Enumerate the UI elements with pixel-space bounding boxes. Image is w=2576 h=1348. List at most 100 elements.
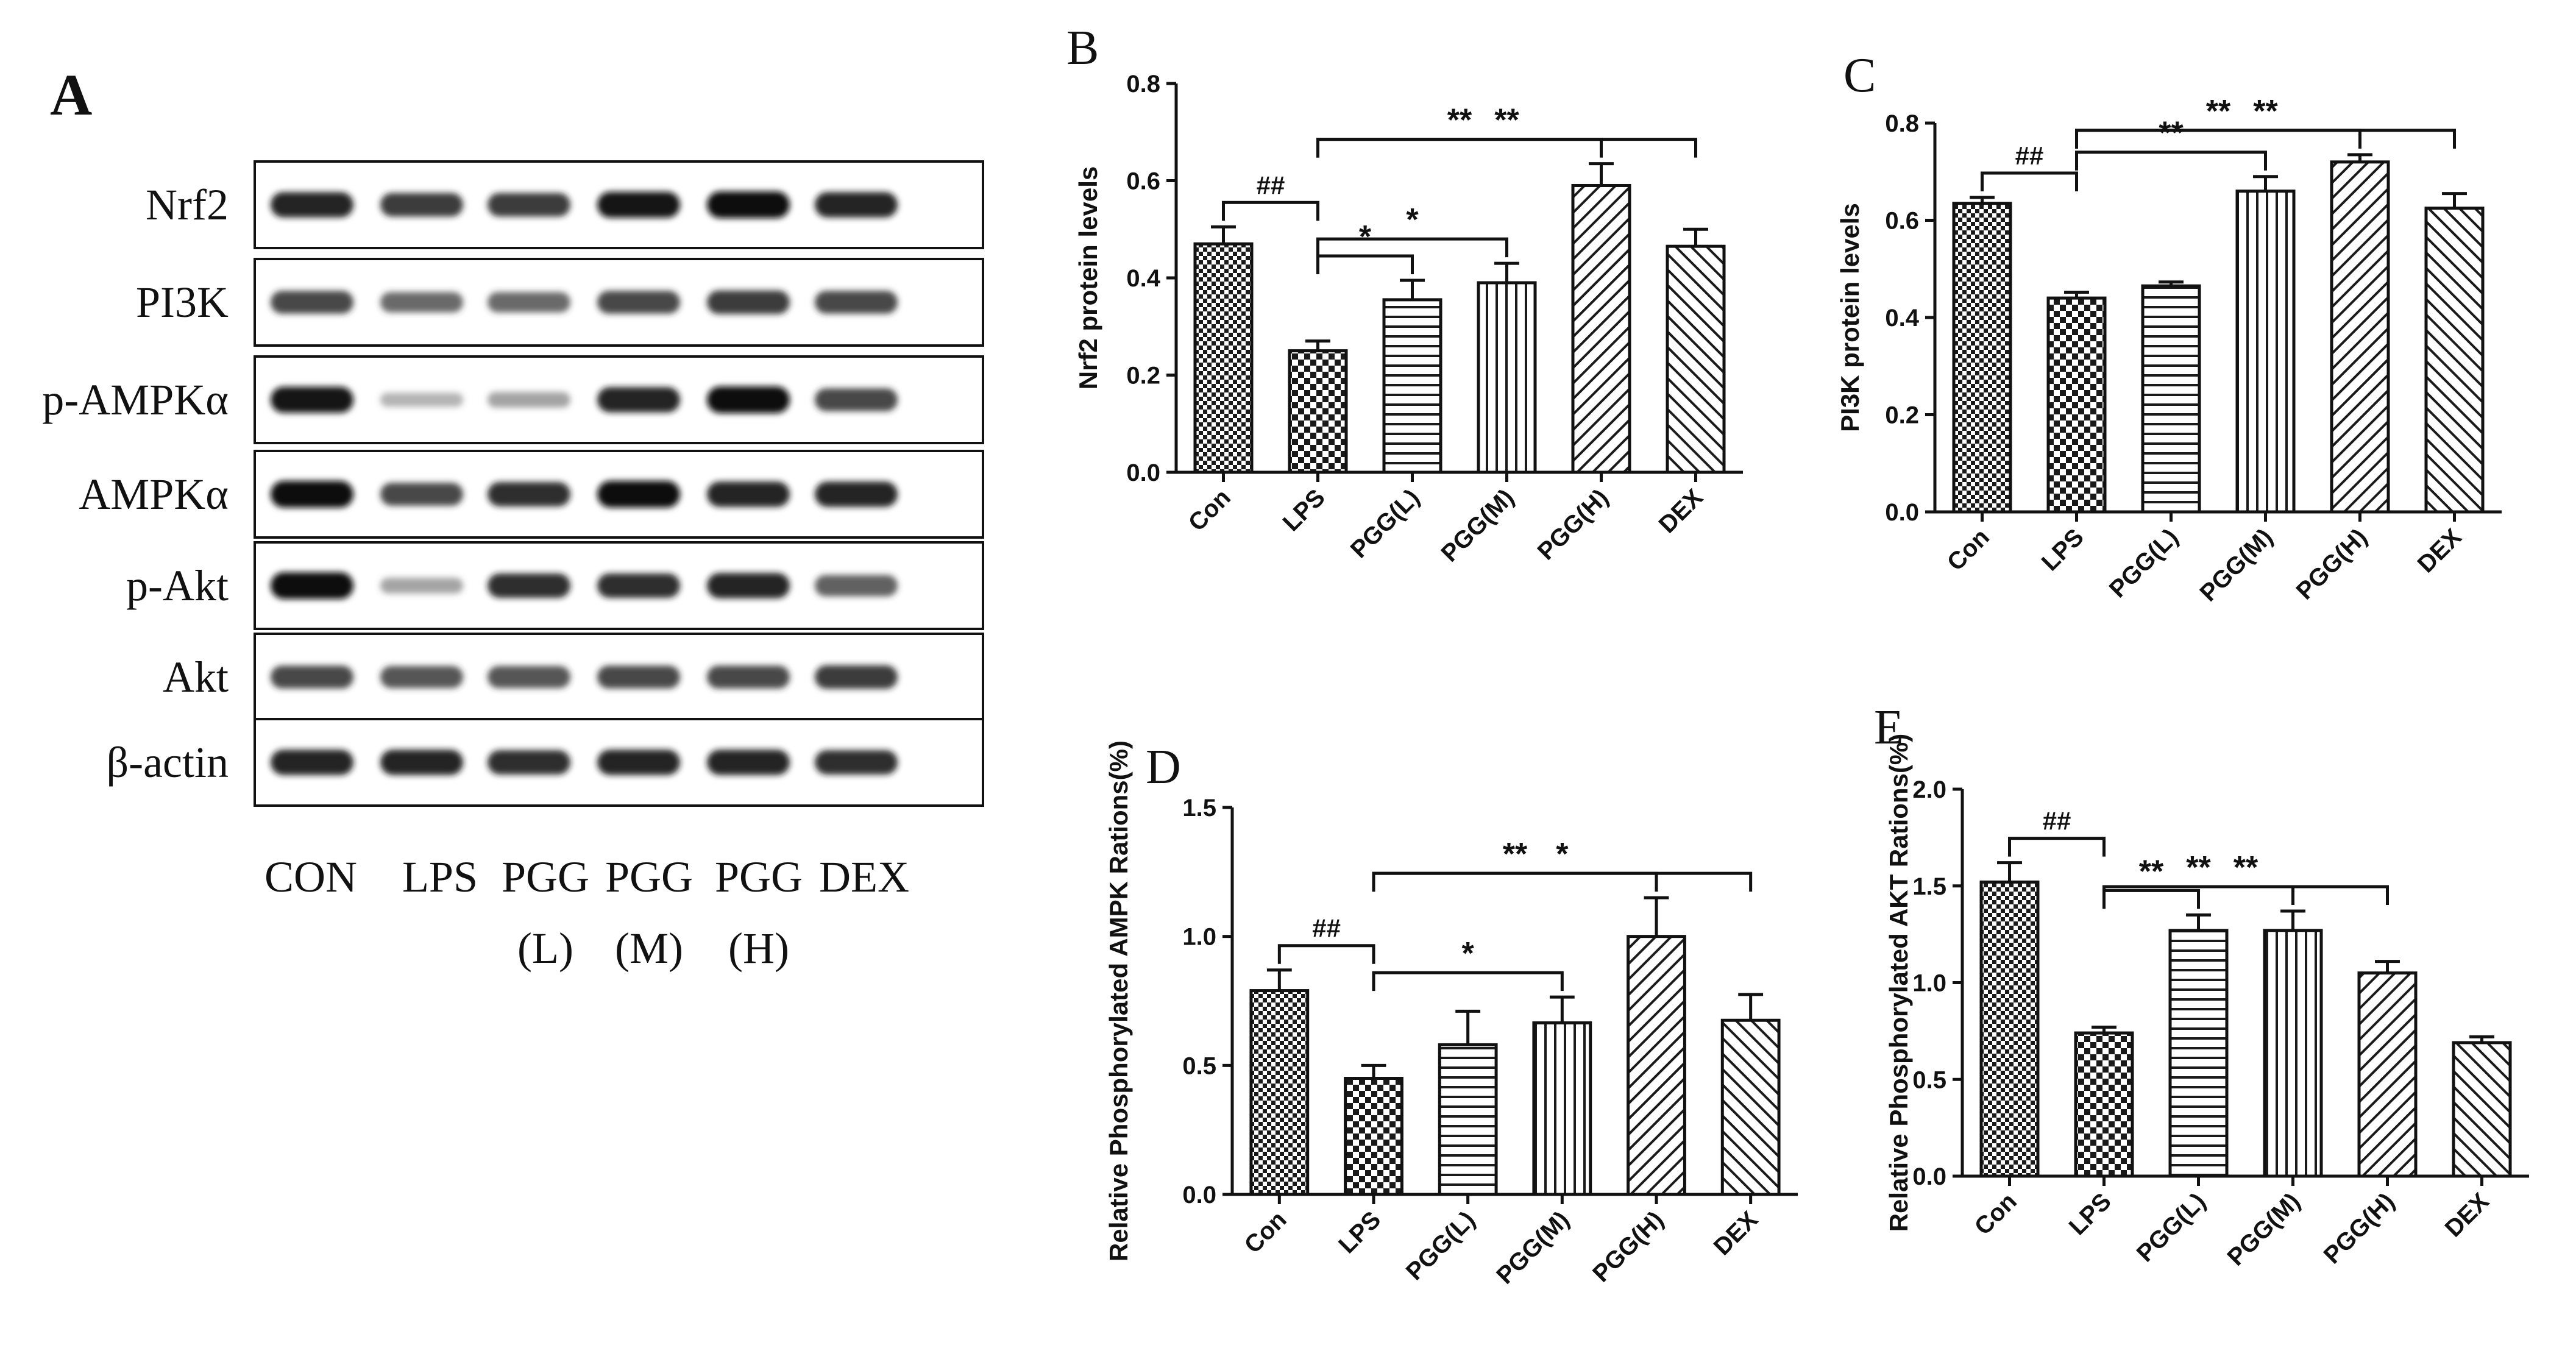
blot-band [597, 750, 680, 775]
blot-band [380, 483, 463, 506]
blot-band [271, 291, 353, 314]
blot-band [815, 481, 898, 507]
y-tick-label: 0.2 [1126, 363, 1160, 389]
x-tick-label: Con [1240, 1206, 1292, 1258]
lane-label: LPS [402, 853, 478, 901]
blot-band [380, 750, 463, 775]
bar-pggm [1477, 281, 1537, 474]
y-tick-label: 2.0 [1912, 776, 1946, 803]
significance-bracket [2075, 151, 2267, 171]
x-tick-label: Con [1942, 523, 1995, 576]
lane-label-dose: (H) [728, 924, 789, 973]
significance-bracket [2075, 129, 2456, 149]
blot-band [488, 292, 570, 313]
x-tick-label: PGG(M) [2222, 1188, 2305, 1271]
y-tick-label: 0.0 [1885, 499, 1919, 526]
y-tick-label: 0.0 [1912, 1163, 1946, 1190]
blot-band [488, 573, 570, 598]
significance-bracket [2102, 885, 2389, 906]
bar-con [1979, 880, 2040, 1178]
blot-band [380, 292, 463, 313]
blot-band [597, 665, 680, 689]
panel-letter: D [1146, 740, 1181, 794]
bar-pggm [2235, 190, 2296, 514]
x-tick-label: LPS [1278, 484, 1330, 536]
blot-row-label: β-actin [106, 738, 229, 787]
lane-label: PGG [715, 853, 803, 901]
x-tick-label: PGG(M) [1436, 484, 1519, 567]
bar-lps [1344, 1077, 1403, 1196]
significance-bracket [1277, 944, 1375, 964]
y-axis-label: Relative Phosphorylated AKT Rations(%) [1884, 734, 1913, 1232]
x-tick-label: LPS [1333, 1206, 1386, 1258]
x-tick-label: PGG(M) [1491, 1206, 1574, 1289]
significance-label: * [1556, 837, 1569, 872]
x-tick-label: LPS [2037, 523, 2089, 576]
lane-label: CON [264, 853, 357, 901]
significance-bracket [1372, 871, 1753, 892]
blot-band [707, 750, 790, 775]
significance-label: ** [1494, 103, 1519, 138]
blot-band [488, 193, 570, 217]
bar-con [1952, 202, 2012, 514]
x-tick-label: PGG(H) [1533, 484, 1614, 565]
x-tick-label: PGG(M) [2195, 523, 2277, 606]
blot-band [271, 192, 353, 218]
blot-band [707, 290, 790, 314]
blot-band [815, 192, 898, 218]
bar-pggh [1627, 935, 1686, 1196]
significance-bracket [1981, 171, 2078, 192]
blot-band [380, 392, 463, 407]
significance-label: ## [1312, 914, 1341, 943]
blot-band [380, 193, 463, 217]
lane-label-dose: (M) [615, 924, 683, 973]
significance-bracket [1316, 237, 1508, 258]
y-tick-label: 0.5 [1912, 1066, 1946, 1093]
blot-band [380, 578, 463, 594]
x-tick-label: DEX [1709, 1206, 1763, 1260]
significance-bracket [1316, 254, 1414, 274]
bar-lps [2046, 296, 2107, 514]
x-tick-label: PGG(L) [1346, 484, 1425, 563]
significance-bracket [1316, 138, 1697, 158]
y-tick-label: 0.6 [1126, 168, 1160, 195]
x-tick-label: PGG(H) [2319, 1188, 2400, 1269]
blot-band [707, 573, 790, 598]
panel-letter: C [1843, 49, 1876, 102]
blot-band [597, 387, 680, 413]
bar-pggh [1571, 183, 1631, 474]
bar-dex [2424, 207, 2485, 514]
blot-band [380, 665, 463, 689]
significance-bracket [2102, 889, 2200, 909]
bar-pggl [2141, 284, 2201, 514]
x-tick-label: LPS [2064, 1188, 2117, 1240]
significance-label: ## [2015, 141, 2044, 170]
y-tick-label: 0.8 [1885, 110, 1919, 137]
significance-label: ## [2043, 807, 2071, 835]
y-tick-label: 0.2 [1885, 402, 1919, 429]
blot-row-label: p-Akt [126, 561, 229, 610]
bar-pggl [1382, 298, 1442, 474]
bar-pggh [2357, 971, 2418, 1178]
blot-row-label: Akt [163, 653, 229, 701]
x-tick-label: PGG(H) [2291, 523, 2372, 605]
lane-label: PGG [502, 853, 589, 901]
lane-label-dose: (L) [517, 924, 573, 973]
blot-band [597, 481, 680, 508]
x-tick-label: Con [1183, 484, 1236, 536]
x-tick-label: DEX [2413, 523, 2467, 578]
blot-band [271, 750, 353, 775]
blot-band [488, 750, 570, 775]
significance-label: * [1406, 202, 1419, 238]
panel-letter: E [1874, 701, 1904, 754]
bar-dex [2452, 1041, 2512, 1178]
y-tick-label: 0.4 [1885, 305, 1919, 332]
y-axis-label: Nrf2 protein levels [1074, 166, 1102, 389]
significance-label: ** [2253, 94, 2278, 129]
blot-band [488, 392, 570, 408]
significance-label: ** [2234, 850, 2258, 885]
bar-pggm [2263, 929, 2323, 1178]
y-axis-label: PI3K protein levels [1836, 203, 1864, 432]
y-tick-label: 1.0 [1912, 970, 1946, 997]
significance-label: * [1359, 219, 1372, 255]
